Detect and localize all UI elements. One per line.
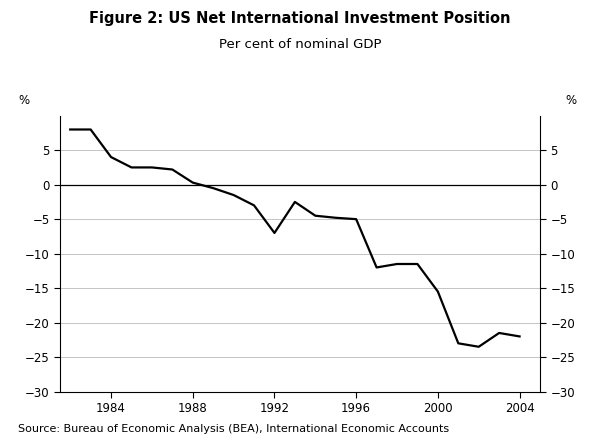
Text: %: %: [566, 94, 577, 107]
Text: %: %: [19, 94, 29, 107]
Text: Source: Bureau of Economic Analysis (BEA), International Economic Accounts: Source: Bureau of Economic Analysis (BEA…: [18, 424, 449, 434]
Text: Figure 2: US Net International Investment Position: Figure 2: US Net International Investmen…: [89, 11, 511, 26]
Text: Per cent of nominal GDP: Per cent of nominal GDP: [219, 38, 381, 51]
